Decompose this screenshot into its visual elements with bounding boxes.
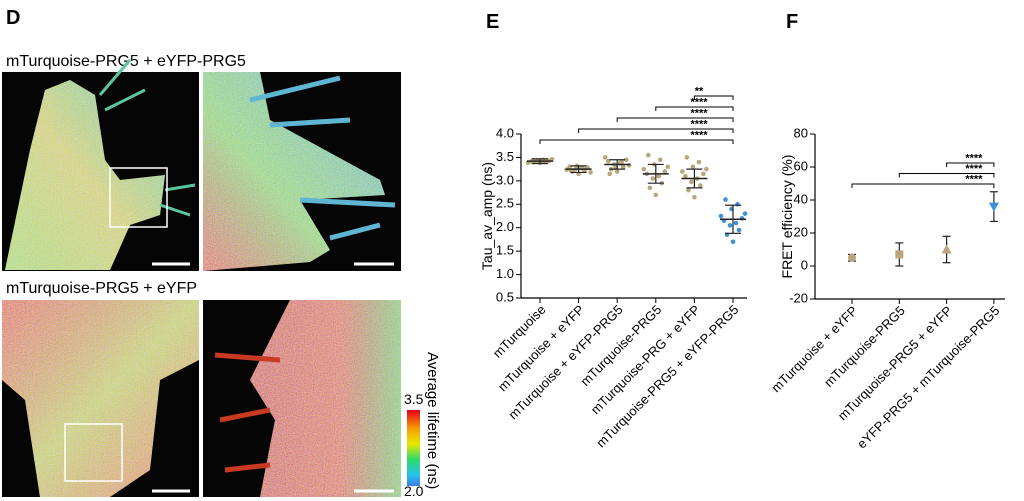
data-point [730, 239, 736, 245]
data-point [718, 213, 724, 219]
x-tick-label: mTurquoise-PRG5 [821, 303, 908, 390]
y-tick-label: 20 [794, 224, 808, 239]
data-point [641, 166, 647, 172]
micrograph [2, 300, 199, 497]
data-point [588, 170, 593, 175]
x-tick-label: mTurquoise + eYFP [768, 303, 860, 395]
y-tick-label: 2.5 [496, 196, 514, 211]
y-tick-label: 60 [794, 158, 808, 173]
y-tick-label: 3.0 [496, 172, 514, 187]
y-tick-label: 3.5 [496, 149, 514, 164]
colorbar [407, 410, 420, 486]
significance-label: **** [965, 163, 983, 175]
data-point [680, 169, 685, 174]
significance-label: **** [690, 130, 708, 142]
y-tick-label: 0.5 [496, 289, 514, 304]
significance-bracket [898, 173, 995, 178]
data-point [602, 155, 608, 160]
micrograph [2, 59, 199, 271]
data-point [684, 155, 690, 160]
marker [988, 202, 999, 212]
data-point [690, 164, 696, 170]
significance-label: **** [690, 108, 708, 120]
data-point [623, 157, 629, 163]
row-title: mTurquoise-PRG5 + eYFP [6, 280, 197, 297]
data-point [733, 220, 739, 226]
data-point [656, 173, 662, 179]
significance-label: **** [690, 119, 708, 131]
data-point [683, 173, 688, 179]
data-point [692, 194, 697, 200]
y-tick-label: 0 [801, 257, 808, 272]
y-tick-label: 1.5 [496, 243, 514, 258]
data-point [742, 211, 748, 216]
significance-bracket [946, 162, 995, 167]
data-point [696, 159, 702, 165]
colorbar-tick: 2.0 [404, 483, 424, 499]
significance-bracket [655, 106, 734, 111]
data-point [614, 169, 620, 174]
data-point [689, 179, 694, 185]
y-tick-label: 80 [794, 125, 808, 140]
significance-label: **** [690, 97, 708, 109]
data-point [723, 197, 728, 202]
marker [848, 253, 856, 262]
panel-label: D [6, 7, 20, 29]
y-axis-title: FRET efficiency (%) [779, 155, 795, 279]
marker [895, 250, 904, 259]
x-tick-label: mTurquoise-PRG5 + eYFP-PRG5 [593, 302, 741, 450]
data-point [646, 152, 651, 158]
panel-label: F [786, 11, 798, 33]
data-point [658, 157, 663, 163]
y-tick-label: 4.0 [496, 125, 514, 140]
y-axis-title: Tau_av_amp (ns) [479, 162, 495, 270]
data-point [662, 169, 668, 174]
marker [941, 244, 952, 254]
data-point [701, 171, 706, 177]
data-point [704, 166, 709, 172]
significance-bracket [539, 139, 734, 144]
micrograph-zoom [203, 300, 401, 497]
significance-label: **** [965, 153, 983, 165]
significance-bracket [578, 128, 734, 133]
colorbar-label: Average lifetime (ns) [424, 352, 441, 489]
data-point [619, 159, 624, 165]
data-point [650, 176, 656, 181]
colorbar-tick: 3.5 [404, 391, 424, 407]
significance-label: **** [965, 174, 983, 186]
significance-bracket [693, 95, 734, 100]
y-tick-label: 40 [794, 191, 808, 206]
significance-bracket [616, 117, 734, 122]
y-tick-label: 1.0 [496, 266, 514, 281]
y-tick-label: 2.0 [496, 219, 514, 234]
data-point [736, 227, 742, 233]
data-point [727, 223, 733, 228]
data-point [620, 164, 626, 170]
data-point [735, 201, 740, 207]
significance-bracket [851, 183, 995, 188]
data-point [698, 183, 703, 188]
data-point [647, 185, 653, 191]
panel-label: E [486, 11, 499, 33]
data-point [653, 192, 659, 198]
data-point [665, 164, 671, 170]
significance-label: ** [695, 86, 704, 98]
micrograph-zoom [203, 72, 401, 271]
y-tick-label: -20 [789, 290, 808, 305]
data-point [607, 171, 612, 177]
row-title: mTurquoise-PRG5 + eYFP-PRG5 [6, 53, 246, 70]
data-point [686, 187, 691, 193]
